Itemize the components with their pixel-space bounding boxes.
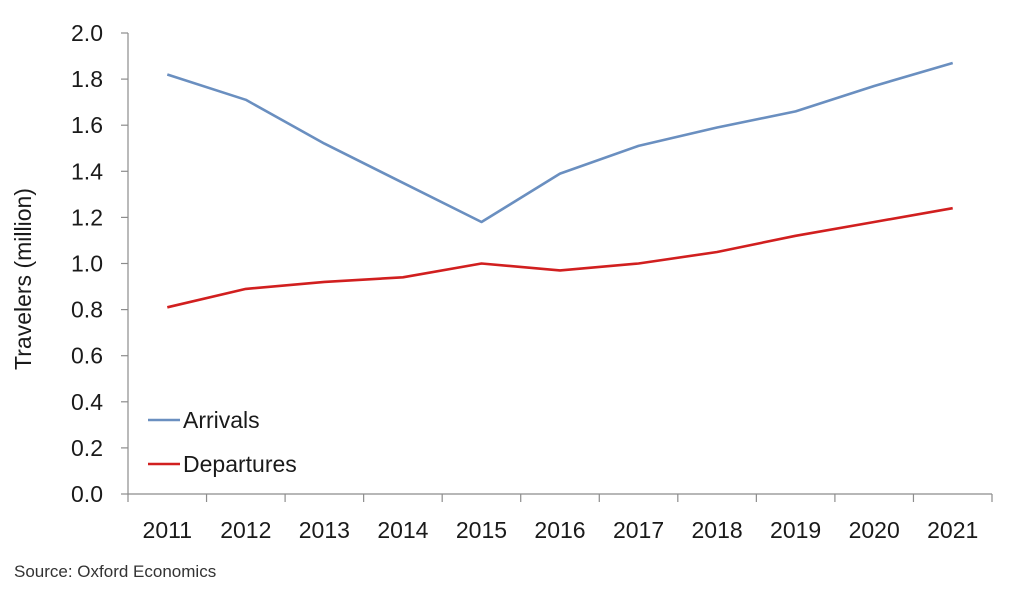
series-line-departures <box>167 206 953 309</box>
legend: Arrivals Departures <box>148 407 297 477</box>
y-tick-labels: 0.0 0.2 0.4 0.6 0.8 1.0 1.2 1.4 1.6 1.8 2.0 <box>71 20 103 507</box>
x-tick-label: 2014 <box>377 517 428 543</box>
x-tick-label: 2021 <box>927 517 978 543</box>
y-tick-label: 2.0 <box>71 20 103 46</box>
y-axis-label: Travelers (million) <box>10 188 36 370</box>
series-lines <box>166 61 954 309</box>
x-tick-label: 2013 <box>299 517 350 543</box>
x-tick-label: 2016 <box>534 517 585 543</box>
y-tick-label: 1.2 <box>71 204 103 230</box>
y-tick-label: 0.4 <box>71 389 103 415</box>
y-tick-label: 1.8 <box>71 66 103 92</box>
y-tick-label: 0.8 <box>71 297 103 323</box>
y-tick-label: 1.0 <box>71 251 103 277</box>
y-tick-label: 1.6 <box>71 112 103 138</box>
series-line-arrivals <box>166 61 954 224</box>
source-note: Source: Oxford Economics <box>14 562 217 581</box>
x-tick-label: 2011 <box>143 517 192 543</box>
y-tick-label: 0.6 <box>71 343 103 369</box>
y-tick-label: 0.0 <box>71 481 103 507</box>
axes <box>121 32 993 502</box>
x-tick-label: 2017 <box>613 517 664 543</box>
y-tick-label: 0.2 <box>71 435 103 461</box>
x-tick-label: 2012 <box>220 517 271 543</box>
x-tick-label: 2019 <box>770 517 821 543</box>
x-tick-labels: 2011 2012 2013 2014 2015 2016 2017 2018 2019 2020… <box>143 517 979 543</box>
legend-label-arrivals: Arrivals <box>183 407 260 433</box>
y-tick-label: 1.4 <box>71 158 103 184</box>
legend-label-departures: Departures <box>183 451 297 477</box>
x-tick-label: 2015 <box>456 517 507 543</box>
x-tick-label: 2018 <box>692 517 743 543</box>
x-tick-label: 2020 <box>849 517 900 543</box>
